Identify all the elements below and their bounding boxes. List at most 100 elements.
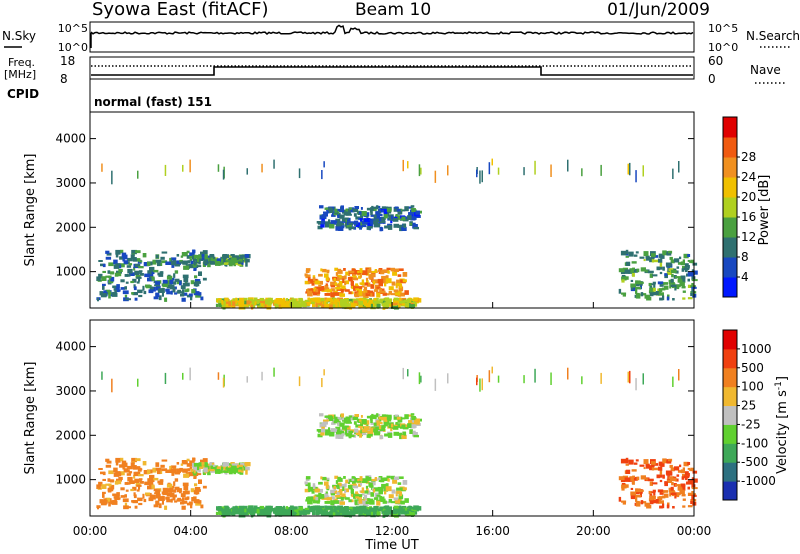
- data-cell: [339, 422, 345, 427]
- data-cell: [657, 489, 664, 493]
- data-cell: [390, 304, 395, 309]
- data-cell: [189, 159, 191, 173]
- data-cell: [652, 489, 656, 493]
- data-cell: [332, 206, 336, 211]
- data-cell: [169, 465, 172, 471]
- data-cell: [630, 285, 634, 290]
- data-cell: [365, 501, 371, 504]
- data-cell: [316, 500, 320, 504]
- data-cell: [116, 284, 120, 289]
- data-cell: [407, 206, 413, 209]
- data-cell: [330, 285, 335, 288]
- data-cell: [370, 222, 374, 228]
- data-cell: [691, 487, 698, 490]
- data-cell: [662, 250, 667, 256]
- data-cell: [384, 433, 389, 437]
- data-cell: [190, 296, 193, 301]
- data-cell: [325, 477, 330, 480]
- data-cell: [402, 223, 406, 227]
- data-cell: [411, 417, 417, 421]
- data-cell: [378, 425, 382, 430]
- data-cell: [164, 372, 167, 384]
- colorbar-swatch: [723, 277, 737, 298]
- data-cell: [333, 281, 336, 284]
- data-cell: [657, 496, 660, 501]
- data-cell: [185, 469, 188, 474]
- data-cell: [353, 495, 357, 499]
- data-cell: [234, 259, 241, 264]
- data-cell: [124, 274, 129, 277]
- data-cell: [409, 512, 415, 517]
- data-cell: [198, 467, 201, 473]
- data-cell: [635, 494, 642, 498]
- colorbar-swatch: [723, 481, 737, 501]
- data-cell: [379, 227, 384, 232]
- data-cell: [664, 282, 668, 285]
- data-cell: [333, 277, 336, 282]
- data-cell: [361, 487, 365, 492]
- data-cell: [418, 164, 421, 177]
- data-cell: [326, 297, 333, 302]
- data-cell: [180, 255, 184, 258]
- data-cell: [336, 492, 340, 497]
- data-cell: [177, 289, 182, 293]
- data-cell: [643, 459, 649, 465]
- data-cell: [188, 293, 193, 297]
- data-cell: [320, 224, 325, 228]
- data-cell: [305, 482, 311, 487]
- data-cell: [352, 480, 356, 485]
- data-cell: [157, 470, 161, 475]
- data-cell: [151, 276, 155, 281]
- data-cell: [621, 484, 627, 489]
- data-cell: [139, 468, 143, 471]
- data-cell: [333, 300, 337, 305]
- data-cell: [393, 431, 399, 436]
- noise-tick-low-right: 10^0: [708, 41, 738, 54]
- data-cell: [371, 478, 377, 482]
- colorbar-tick-label: -100: [741, 436, 768, 450]
- data-cell: [190, 488, 195, 493]
- data-cell: [224, 262, 229, 265]
- data-cell: [337, 476, 342, 481]
- data-cell: [131, 457, 137, 463]
- data-cell: [132, 486, 137, 491]
- data-cell: [174, 263, 181, 267]
- data-cell: [635, 501, 641, 507]
- data-cell: [317, 225, 323, 230]
- data-cell: [366, 302, 371, 308]
- data-cell: [405, 424, 408, 428]
- data-cell: [669, 464, 673, 468]
- data-cell: [339, 501, 345, 505]
- data-cell: [222, 169, 225, 180]
- data-cell: [672, 506, 675, 509]
- data-cell: [365, 293, 371, 296]
- data-cell: [684, 471, 689, 476]
- data-cell: [318, 284, 322, 287]
- data-cell: [347, 485, 353, 490]
- data-cell: [305, 270, 310, 273]
- data-cell: [691, 484, 696, 489]
- data-cell: [345, 208, 348, 212]
- data-cell: [111, 170, 113, 185]
- data-cell: [339, 274, 342, 279]
- noise-panel: N.Sky 10^5 10^0 10^5 10^0 N.Search: [2, 21, 800, 54]
- data-cell: [139, 272, 142, 275]
- data-cell: [676, 266, 680, 269]
- data-cell: [145, 492, 151, 496]
- data-cell: [357, 270, 360, 274]
- data-cell: [662, 503, 665, 509]
- data-cell: [297, 303, 302, 308]
- data-cell: [658, 461, 663, 466]
- data-cell: [169, 492, 175, 498]
- data-cell: [265, 507, 269, 510]
- data-cell: [197, 464, 202, 469]
- data-cell: [384, 225, 389, 229]
- data-cell: [652, 467, 658, 471]
- data-cell: [173, 281, 177, 285]
- y-tick-label: 4000: [55, 340, 86, 354]
- data-cell: [324, 429, 329, 433]
- data-cell: [648, 282, 652, 287]
- data-cell: [676, 493, 680, 498]
- data-cell: [367, 477, 372, 481]
- data-cell: [366, 507, 370, 510]
